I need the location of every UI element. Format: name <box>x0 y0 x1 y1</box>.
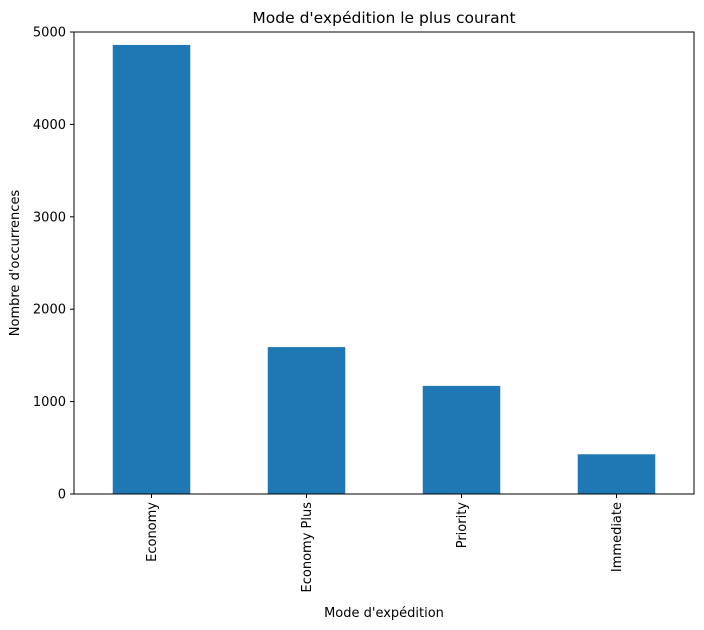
y-axis-label: Nombre d'occurrences <box>8 190 23 337</box>
bar-economy-plus <box>267 347 346 494</box>
bar-immediate <box>577 454 656 494</box>
x-tick-label: Economy Plus <box>300 502 315 593</box>
bar-priority <box>422 385 501 494</box>
y-tick-label: 3000 <box>33 210 66 225</box>
x-axis-label: Mode d'expédition <box>324 606 444 621</box>
bar-economy <box>112 44 191 494</box>
plot-frame <box>73 31 695 495</box>
y-tick-label: 5000 <box>33 26 66 41</box>
y-tick-label: 2000 <box>33 303 66 318</box>
x-tick-label: Immediate <box>610 502 625 572</box>
x-axis-ticks: Economy Economy Plus Priority Immediate <box>145 494 625 592</box>
x-tick-label: Priority <box>455 502 470 549</box>
y-tick-label: 0 <box>58 488 66 503</box>
x-tick-label: Economy <box>145 502 160 562</box>
y-axis-ticks: 0 1000 2000 3000 4000 5000 <box>33 26 74 503</box>
chart-title: Mode d'expédition le plus courant <box>252 9 515 27</box>
y-tick-label: 4000 <box>33 118 66 133</box>
y-tick-label: 1000 <box>33 395 66 410</box>
bars-group <box>112 44 656 494</box>
